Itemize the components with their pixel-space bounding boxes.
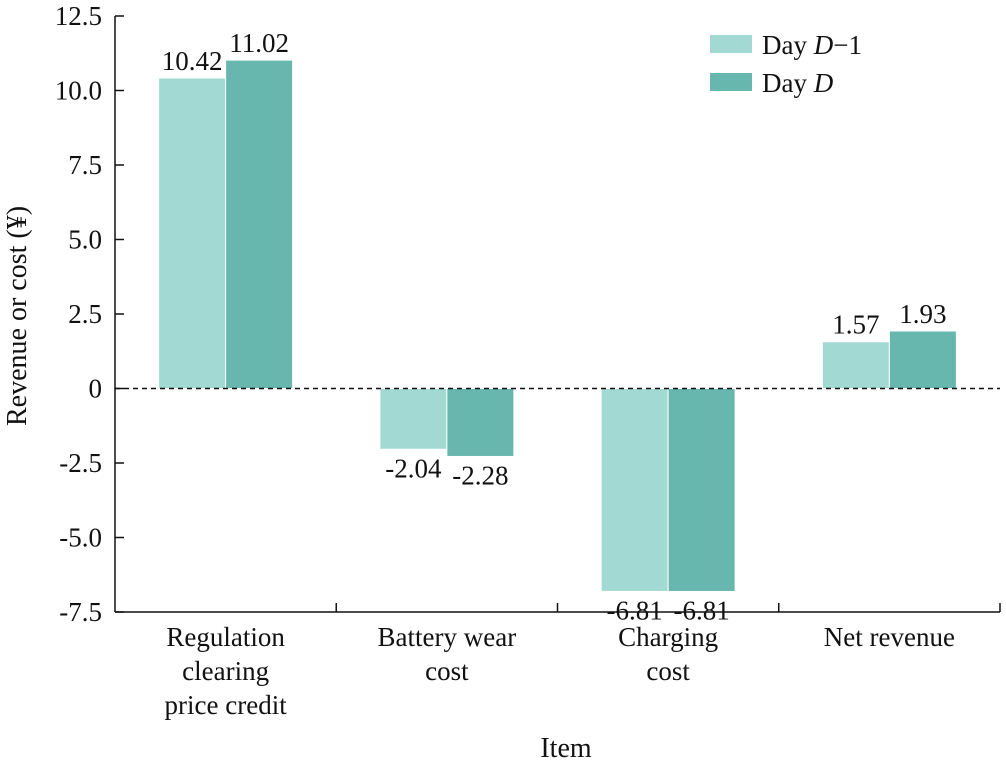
- x-axis-title: Item: [540, 733, 592, 764]
- data-label: 1.93: [899, 299, 946, 329]
- y-tick-label: -2.5: [59, 448, 102, 478]
- y-ticks: 12.5 10.0 7.5 5.0 2.5 0 -2.5 -5.0 -7.5: [55, 1, 124, 627]
- legend: Day D−1 Day D: [710, 30, 862, 98]
- data-label: -2.28: [452, 460, 508, 490]
- y-tick-label: 10.0: [55, 76, 102, 106]
- bars: [158, 59, 957, 592]
- bar: [600, 388, 669, 592]
- legend-label: Day D−1: [762, 30, 862, 60]
- y-tick-label: 2.5: [68, 299, 102, 329]
- x-category-label: Net revenue: [824, 622, 955, 652]
- bar: [888, 330, 957, 389]
- y-axis-title: Revenue or cost (¥): [2, 206, 33, 426]
- y-tick-label: 12.5: [55, 1, 102, 31]
- x-category-label: Battery wear cost: [378, 622, 517, 686]
- y-tick-label: 7.5: [68, 150, 102, 180]
- bar: [225, 59, 294, 389]
- bar: [446, 388, 515, 457]
- axes: [114, 16, 1001, 613]
- data-label: -6.81: [674, 595, 730, 625]
- x-category-label: Charging cost: [618, 622, 718, 686]
- y-tick-label: 5.0: [68, 225, 102, 255]
- data-label: -6.81: [607, 595, 663, 625]
- y-tick-label: 0: [89, 374, 103, 404]
- data-label: 1.57: [832, 310, 879, 340]
- legend-label: Day D: [762, 68, 834, 98]
- legend-swatch: [710, 35, 752, 53]
- category-labels: Regulation clearing price credit Battery we…: [165, 622, 955, 720]
- x-category-label: Regulation clearing price credit: [165, 622, 288, 720]
- data-label: -2.04: [385, 453, 442, 483]
- bar: [821, 341, 890, 389]
- bar: [158, 77, 227, 389]
- y-tick-label: -5.0: [59, 523, 102, 553]
- bar: [379, 388, 448, 450]
- legend-swatch: [710, 73, 752, 91]
- data-label: 11.02: [229, 28, 289, 58]
- bar: [667, 388, 736, 592]
- data-label: 10.42: [162, 46, 223, 76]
- y-tick-label: -7.5: [59, 597, 102, 627]
